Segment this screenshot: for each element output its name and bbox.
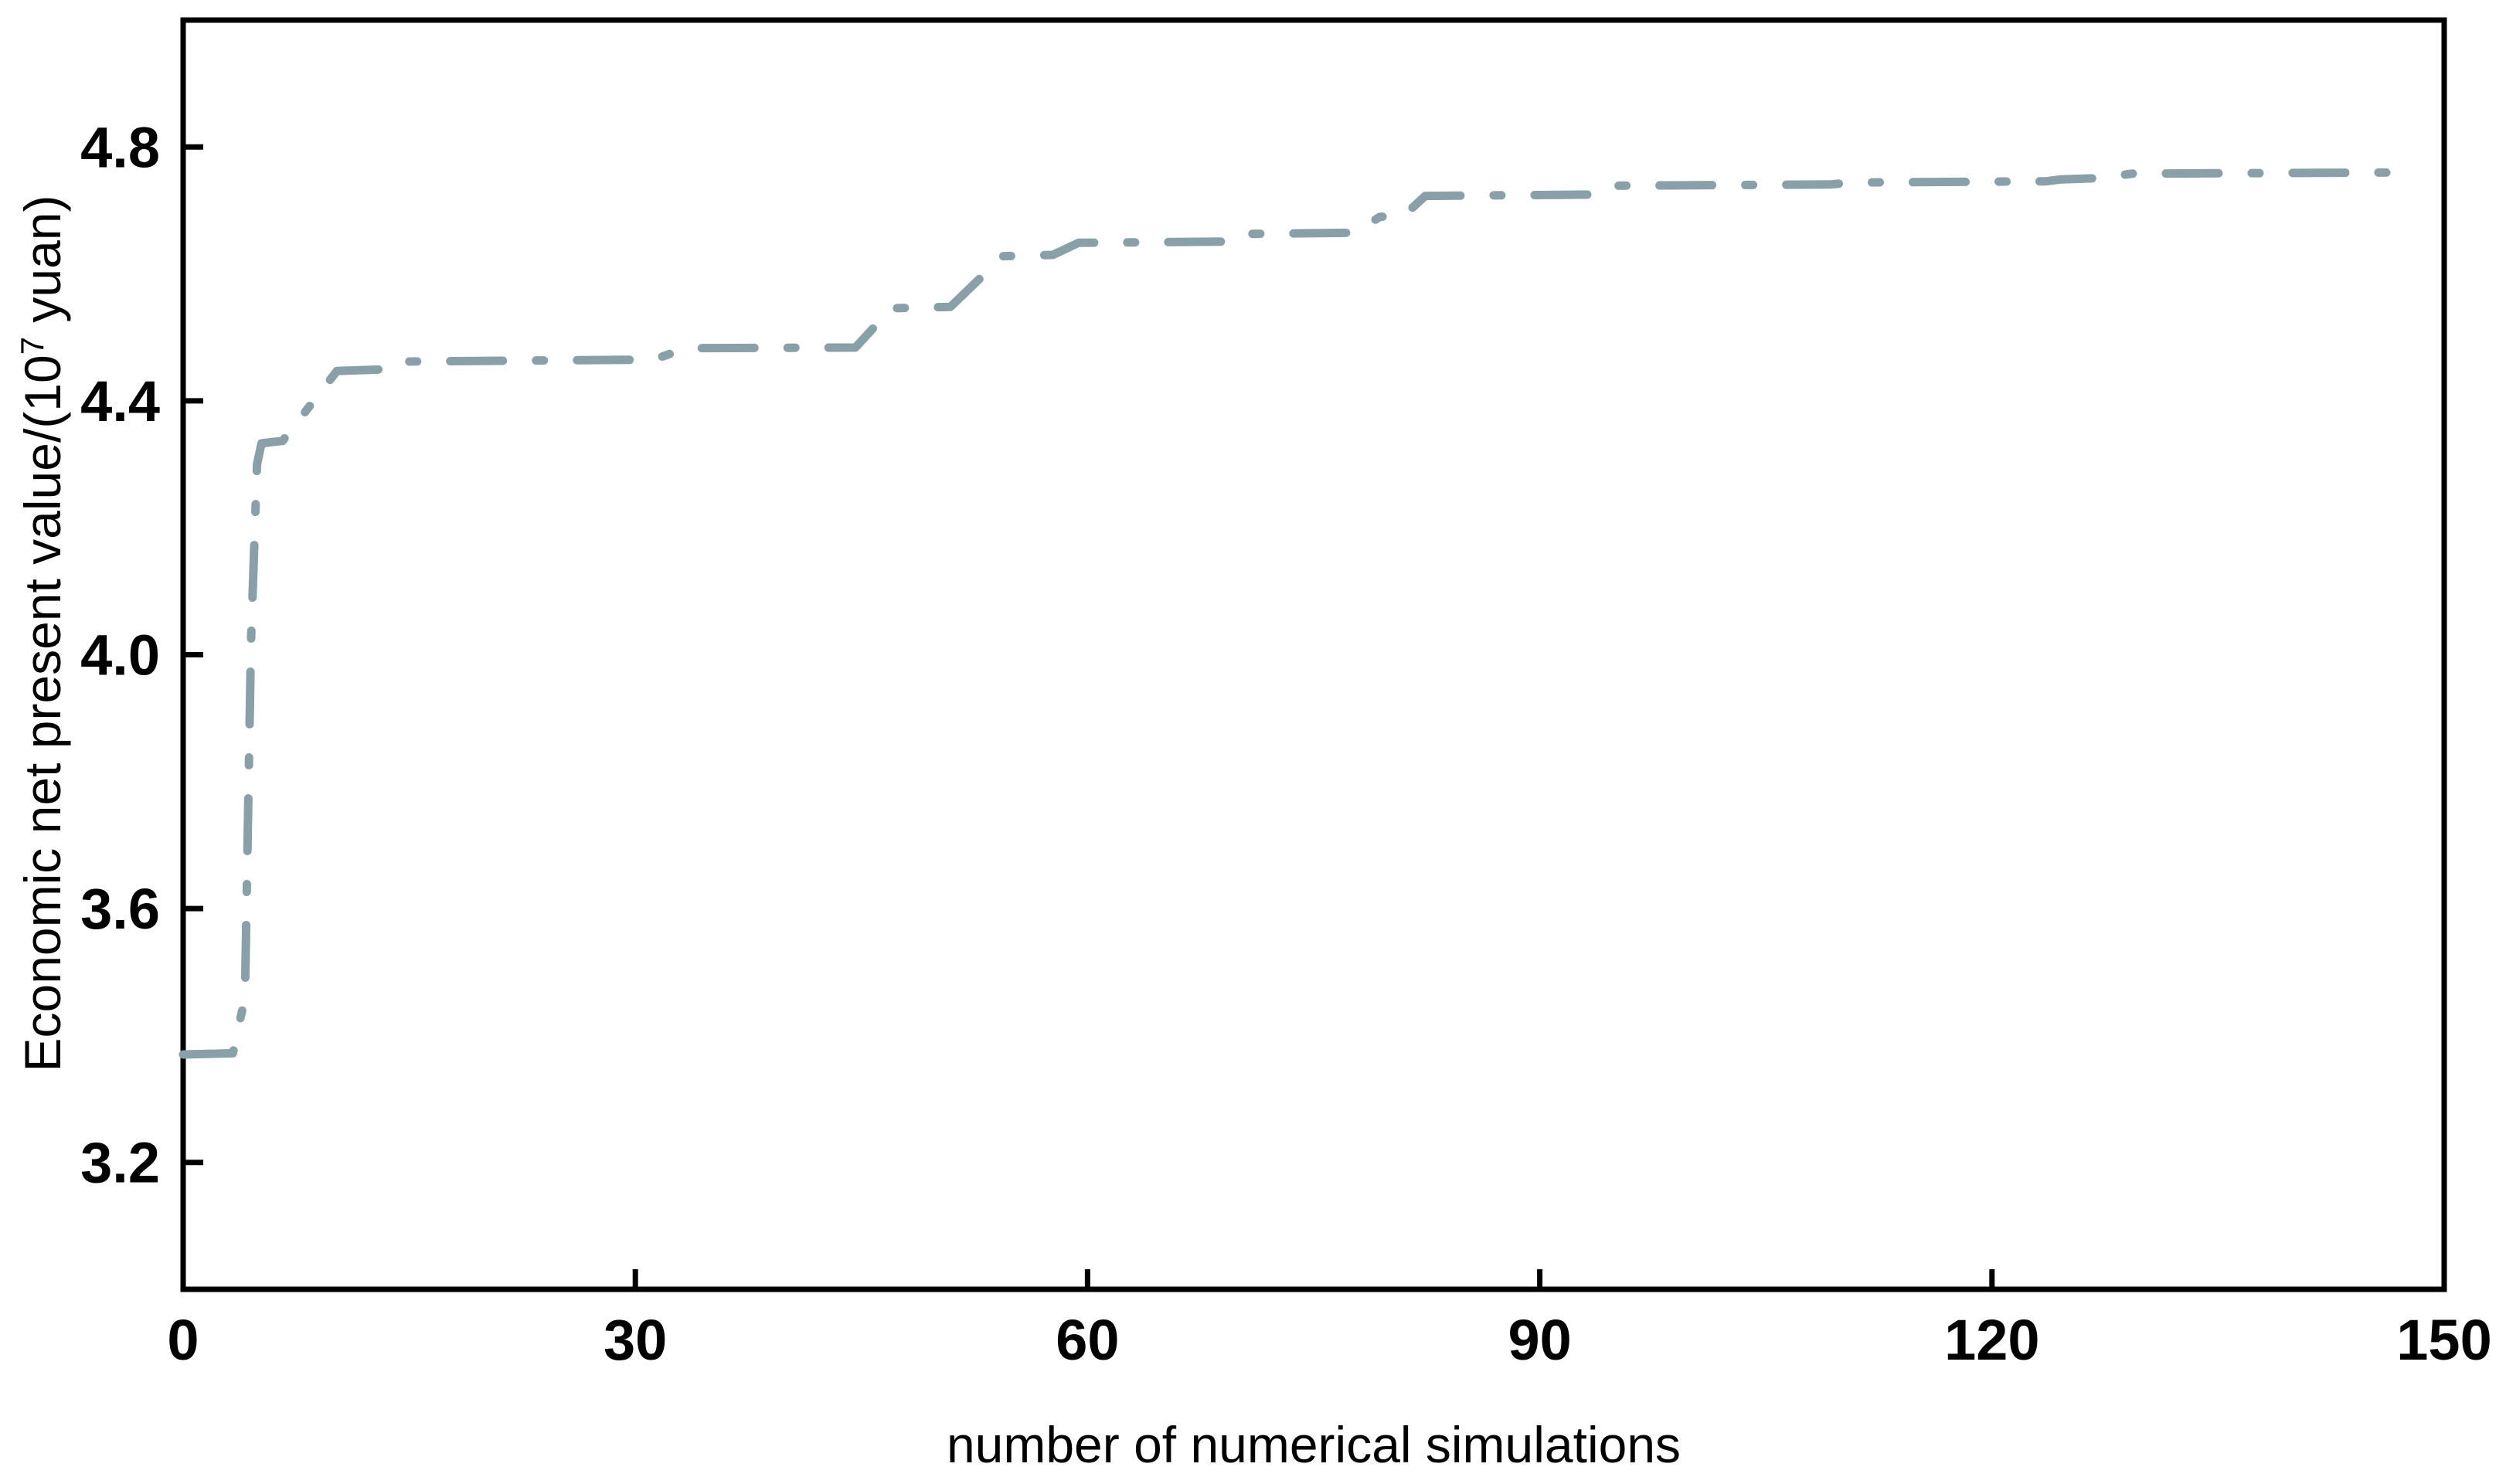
- y-axis-label: Economic net present value/(107 yuan): [14, 195, 71, 1072]
- y-axis-label-superscript: 7: [14, 337, 50, 355]
- x-tick-label: 30: [604, 1308, 667, 1372]
- x-tick-label: 120: [1944, 1308, 2039, 1372]
- x-axis-label: number of numerical simulations: [947, 1416, 1681, 1473]
- y-tick-label: 3.2: [80, 1131, 160, 1195]
- x-tick-label: 0: [167, 1308, 199, 1372]
- plot-border: [180, 17, 2447, 1292]
- y-axis-label-suffix: yuan): [14, 195, 71, 337]
- y-tick-label: 3.6: [80, 877, 160, 941]
- y-axis-label-prefix: Economic net present value/(10: [14, 355, 71, 1071]
- y-tick-label: 4.8: [80, 115, 160, 179]
- data-series-line: [179, 168, 2419, 1059]
- x-tick-label: 90: [1508, 1308, 1571, 1372]
- x-tick-label: 150: [2396, 1308, 2491, 1372]
- x-tick-label: 60: [1056, 1308, 1119, 1372]
- plot-area: 0 30 60 90 120 150 3.2 3.6 4.0 4.4 4.8: [80, 115, 2492, 1372]
- y-tick-label: 4.4: [80, 369, 160, 433]
- y-tick-label: 4.0: [80, 623, 160, 688]
